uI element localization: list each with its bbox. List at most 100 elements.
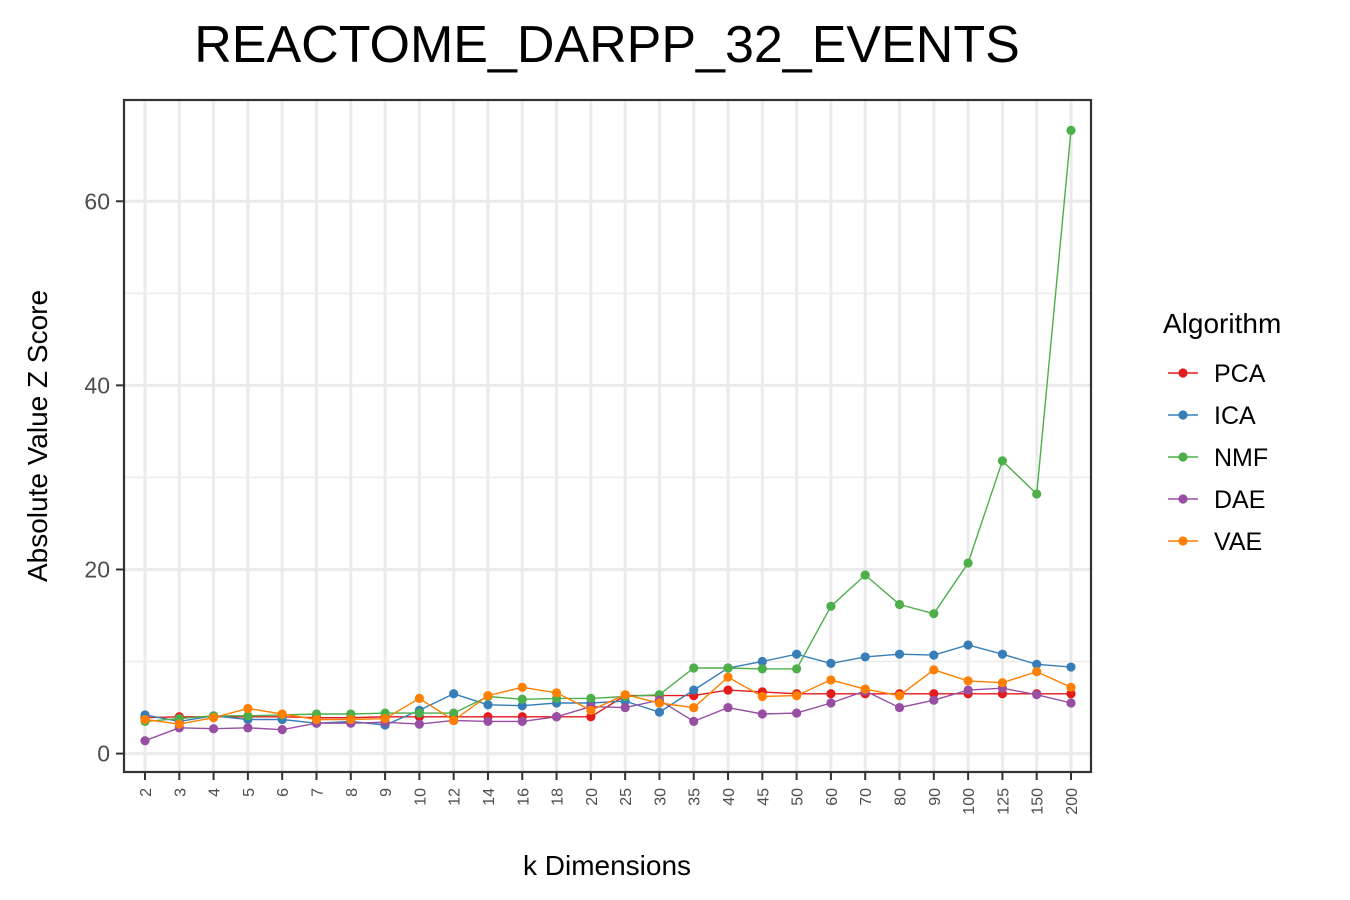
data-point-dae	[792, 708, 802, 718]
x-tick-label: 50	[790, 788, 807, 806]
data-point-ica	[517, 701, 527, 711]
legend-key-point	[1178, 452, 1188, 462]
data-point-ica	[929, 650, 939, 660]
data-point-vae	[894, 690, 905, 701]
legend-key-point	[1178, 410, 1188, 420]
panel-grid	[124, 100, 1091, 772]
data-point-vae	[1066, 682, 1076, 692]
x-tick-label: 125	[995, 788, 1012, 815]
x-tick-label: 100	[961, 788, 978, 815]
x-tick-label: 9	[378, 788, 395, 797]
data-point-dae	[929, 695, 939, 705]
panel-border	[122, 98, 1093, 774]
x-tick-label: 16	[515, 788, 532, 806]
data-point-ica	[792, 649, 802, 659]
data-point-nmf	[517, 694, 527, 704]
data-point-nmf	[586, 693, 596, 703]
series-line-vae	[144, 669, 1072, 725]
legend-item-dae: DAE	[1214, 486, 1265, 514]
data-point-vae	[689, 702, 699, 713]
data-point-vae	[826, 675, 836, 685]
data-point-vae	[277, 709, 287, 719]
data-point-dae	[963, 685, 973, 695]
x-tick-label: 20	[584, 788, 601, 806]
data-point-nmf	[1032, 489, 1042, 499]
x-tick-label: 35	[687, 788, 704, 806]
data-point-vae	[586, 705, 596, 715]
data-point-vae	[1032, 667, 1042, 677]
data-point-ica	[654, 707, 665, 717]
data-point-pca	[826, 689, 836, 699]
data-point-vae	[346, 714, 356, 725]
data-point-vae	[654, 698, 665, 708]
x-tick-label: 150	[1030, 788, 1047, 815]
series-line-dae	[144, 687, 1072, 742]
data-point-vae	[311, 714, 322, 725]
legend-item-pca: PCA	[1214, 360, 1266, 388]
data-point-ica	[860, 652, 870, 662]
data-point-nmf	[929, 609, 939, 619]
data-point-dae	[140, 736, 150, 746]
data-point-vae	[380, 714, 390, 724]
data-point-pca	[1066, 689, 1076, 699]
data-point-nmf	[757, 664, 767, 674]
x-tick-label: 8	[344, 788, 361, 797]
data-point-nmf	[689, 663, 699, 673]
data-point-dae	[277, 725, 287, 735]
data-point-vae	[620, 690, 630, 700]
data-point-dae	[414, 719, 424, 729]
data-point-ica	[1032, 659, 1042, 669]
data-point-vae	[414, 693, 424, 703]
data-point-dae	[1066, 698, 1076, 708]
data-point-dae	[243, 723, 253, 733]
x-tick-label: 25	[618, 788, 635, 806]
data-point-vae	[551, 688, 562, 698]
y-tick-label: 0	[97, 741, 110, 767]
data-point-ica	[963, 640, 973, 650]
x-tick-label: 3	[172, 788, 189, 797]
x-axis-label: k Dimensions	[523, 850, 691, 881]
y-tick-label: 60	[84, 188, 110, 214]
data-point-ica	[826, 658, 836, 668]
data-point-vae	[517, 682, 527, 692]
x-tick-label: 2	[138, 788, 155, 797]
data-point-ica	[894, 649, 905, 659]
data-point-vae	[449, 715, 459, 726]
data-point-dae	[620, 702, 630, 713]
data-point-vae	[208, 713, 219, 723]
data-point-vae	[243, 703, 253, 714]
data-point-pca	[723, 685, 733, 695]
data-point-ica	[1066, 662, 1076, 672]
x-tick-label: 18	[550, 788, 567, 806]
data-point-nmf	[723, 663, 733, 673]
data-point-pca	[929, 689, 939, 699]
x-tick-label: 6	[275, 788, 292, 797]
data-point-vae	[860, 684, 870, 694]
y-axis-label: Absolute Value Z Score	[22, 290, 53, 582]
data-point-vae	[997, 678, 1008, 688]
data-point-nmf	[792, 664, 802, 674]
data-point-vae	[174, 719, 184, 729]
data-point-vae	[929, 665, 939, 675]
x-tick-label: 70	[858, 788, 875, 806]
data-point-ica	[483, 700, 493, 710]
x-tick-label: 80	[893, 788, 910, 806]
data-point-vae	[963, 676, 973, 686]
data-point-vae	[723, 672, 733, 682]
series-layer	[140, 125, 1076, 746]
series-line-nmf	[144, 130, 1072, 723]
data-point-nmf	[997, 456, 1008, 466]
x-tick-label: 5	[241, 788, 258, 797]
x-tick-label: 60	[824, 788, 841, 806]
chart-title: REACTOME_DARPP_32_EVENTS	[194, 16, 1020, 74]
data-point-dae	[517, 716, 527, 726]
data-point-nmf	[860, 570, 870, 580]
data-point-dae	[689, 716, 699, 726]
data-point-ica	[757, 656, 767, 667]
x-tick-label: 40	[721, 788, 738, 806]
data-point-dae	[894, 702, 905, 713]
x-tick-label: 90	[927, 788, 944, 806]
data-point-pca	[586, 712, 596, 722]
